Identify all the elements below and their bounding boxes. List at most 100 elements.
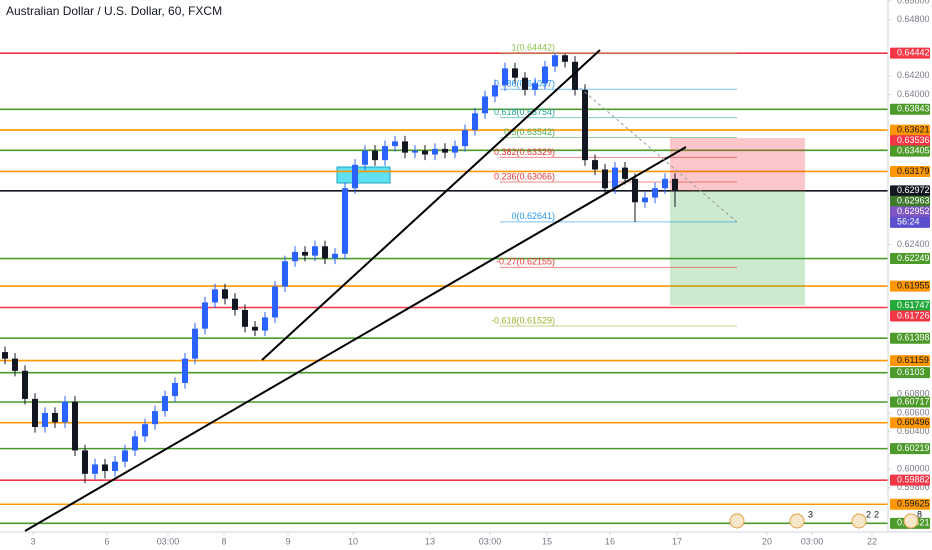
x-tick-label: 20 — [762, 536, 772, 546]
candle-body — [312, 246, 318, 256]
candle-body — [632, 178, 638, 203]
price-badge — [890, 474, 930, 486]
price-badge — [890, 367, 930, 379]
x-tick-label: 16 — [605, 536, 615, 546]
price-label: 0.60717 — [897, 396, 930, 406]
price-label: 0.63179 — [897, 166, 930, 176]
price-label: 0.62963 — [897, 196, 930, 206]
candle-body — [272, 286, 278, 318]
candle-body — [472, 113, 478, 131]
price-badge — [890, 417, 930, 429]
candle-body — [462, 130, 468, 147]
price-badge — [890, 300, 930, 312]
price-label: 0.61955 — [897, 280, 930, 290]
price-label: 0.62249 — [897, 253, 930, 263]
price-label: 0.62972 — [897, 185, 930, 195]
fib-label: 0.382(0.63329) — [494, 147, 555, 157]
candle-body — [502, 68, 508, 86]
price-badge — [890, 206, 930, 218]
y-tick-label: 0.62400 — [897, 239, 930, 249]
x-tick-label: 3 — [30, 536, 35, 546]
candle-body — [212, 289, 218, 303]
candle-body — [162, 396, 168, 412]
price-badge — [890, 355, 930, 367]
candle-body — [292, 251, 298, 262]
x-tick-label: 03:00 — [157, 536, 180, 546]
highlight-box — [336, 166, 391, 184]
fib-label: 0.236(0.63066) — [494, 171, 555, 181]
candle-body — [482, 96, 488, 114]
event-count: 2 — [866, 509, 871, 519]
candle-body — [92, 464, 98, 474]
price-badge — [890, 498, 930, 510]
price-label: 0.61726 — [897, 310, 930, 320]
price-badge — [890, 124, 930, 136]
candle-body — [512, 68, 518, 78]
candle-body — [82, 450, 88, 474]
candle-body — [62, 401, 68, 423]
candle-body — [42, 412, 48, 427]
y-tick-label: 0.59800 — [897, 482, 930, 492]
price-badge — [890, 332, 930, 344]
levels — [0, 52, 888, 525]
candle-body — [652, 188, 658, 198]
price-badge — [890, 145, 930, 157]
x-tick-label: 15 — [542, 536, 552, 546]
event-marker[interactable] — [851, 513, 867, 529]
candle-body — [232, 298, 238, 310]
price-badge — [890, 165, 930, 177]
candle-body — [452, 146, 458, 153]
price-badge — [890, 280, 930, 292]
countdown-label: 56:24 — [897, 217, 920, 227]
x-tick-label: 8 — [221, 536, 226, 546]
candle-body — [152, 411, 158, 425]
candle-body — [322, 246, 328, 259]
price-badge — [890, 253, 930, 265]
candle-body — [432, 148, 438, 155]
price-badge — [890, 47, 930, 59]
fib-label: 0(0.62641) — [511, 211, 555, 221]
event-count: 3 — [808, 509, 813, 519]
fib-label: -0.618(0.61529) — [491, 315, 555, 325]
trend-line — [24, 146, 687, 532]
candle-body — [662, 178, 668, 189]
price-label: 0.59882 — [897, 475, 930, 485]
y-tick-label: 0.64000 — [897, 89, 930, 99]
candle-body — [122, 450, 128, 462]
price-label: 0.63405 — [897, 145, 930, 155]
candle-body — [142, 424, 148, 437]
x-tick-label: 13 — [425, 536, 435, 546]
candle-body — [602, 169, 608, 189]
price-badge — [890, 396, 930, 408]
chart-title: Australian Dollar / U.S. Dollar, 60, FXC… — [6, 4, 222, 18]
y-tick-label: 0.60800 — [897, 389, 930, 399]
event-marker[interactable] — [903, 513, 919, 529]
candle-body — [572, 61, 578, 90]
candle-body — [202, 302, 208, 329]
candle-body — [102, 464, 108, 472]
event-marker[interactable] — [789, 513, 805, 529]
candle-body — [382, 146, 388, 161]
price-label: 0.59625 — [897, 499, 930, 509]
candle-body — [622, 167, 628, 179]
events: 3 2 2 8 — [729, 509, 922, 529]
candle-body — [332, 253, 338, 259]
projection-line — [579, 87, 738, 223]
price-label: 0.63843 — [897, 104, 930, 114]
y-tick-label: 0.60600 — [897, 407, 930, 417]
candle-body — [252, 326, 258, 331]
candle-body — [182, 358, 188, 383]
fib-label: 0.5(0.63542) — [504, 127, 555, 137]
candle-body — [12, 358, 18, 371]
candle-body — [612, 167, 618, 189]
price-label: 0.63621 — [897, 124, 930, 134]
candle-body — [492, 85, 498, 97]
y-tick-label: 0.65000 — [897, 0, 930, 5]
candle-body — [22, 370, 28, 399]
candle-body — [402, 141, 408, 153]
event-marker[interactable] — [729, 513, 745, 529]
candle-body — [532, 83, 538, 90]
price-badge — [890, 185, 930, 197]
candle-body — [352, 164, 358, 189]
price-badge — [890, 216, 930, 228]
